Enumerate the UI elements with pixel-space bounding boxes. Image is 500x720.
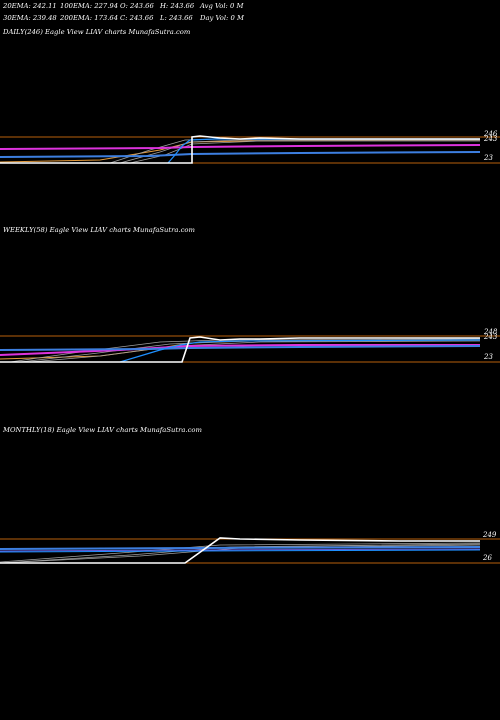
monthly-panel: MONTHLY(18) Eagle View LIAV charts Munaf… [0,426,500,564]
stat-200ema: 200EMA: 173.64 [59,14,118,22]
daily-level-label-2: 243 [483,135,498,143]
weekly-ema-blue [0,345,481,351]
monthly-price-line [0,537,480,564]
weekly-panel: WEEKLY(58) Eagle View LIAV charts Munafa… [0,226,500,363]
stat-20ema: 20EMA: 242.11 [2,2,57,10]
weekly-level-label-2: 243 [483,333,498,341]
monthly-level-label-1: 249 [482,531,497,539]
stat-avg-vol: Avg Vol: 0 M [199,2,244,10]
weekly-level-label-3: 23 [483,353,493,361]
daily-level-label-3: 23 [483,154,493,162]
stat-day-vol: Day Vol: 0 M [199,14,245,22]
monthly-ema-magenta [0,548,481,552]
weekly-ema-grey-1 [9,338,481,363]
weekly-level-label-1: 248 [483,328,498,336]
daily-price-line [0,135,480,164]
stat-high: H: 243.66 [159,2,195,10]
daily-ema-orange [0,139,481,163]
stat-open: O: 243.66 [120,2,154,10]
daily-ema-magenta [0,144,481,150]
daily-ema-blue [0,151,481,158]
monthly-panel-title: MONTHLY(18) Eagle View LIAV charts Munaf… [2,426,202,434]
weekly-price-line [0,336,480,363]
stat-low: L: 243.66 [159,14,193,22]
header-stats: 20EMA: 242.11 100EMA: 227.94 O: 243.66 H… [2,2,245,22]
stat-30ema: 30EMA: 239.48 [3,14,57,22]
monthly-ema-bright-blue [0,549,481,553]
daily-panel-title: DAILY(246) Eagle View LIAV charts Munafa… [2,28,190,36]
weekly-ema-magenta [0,344,480,356]
stat-close: C: 243.66 [120,14,154,22]
daily-level-label-1: 246 [483,130,498,138]
monthly-ema-blue [0,546,481,550]
daily-panel: DAILY(246) Eagle View LIAV charts Munafa… [0,28,500,164]
monthly-level-label-2: 26 [482,554,492,562]
daily-ema-bright-blue [167,138,480,164]
daily-ema-grey-1 [109,138,480,164]
stat-100ema: 100EMA: 227.94 [60,2,118,10]
weekly-ema-bright-blue [119,339,481,363]
weekly-panel-title: WEEKLY(58) Eagle View LIAV charts Munafa… [3,226,195,234]
